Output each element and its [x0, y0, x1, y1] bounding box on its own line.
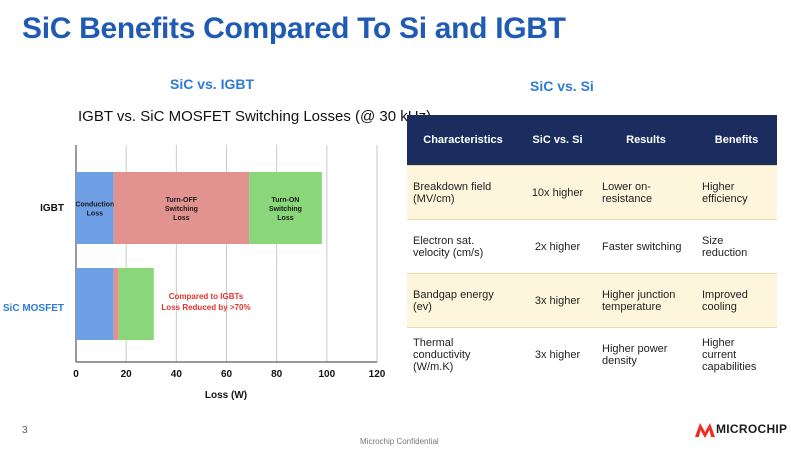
bar-segment — [76, 268, 114, 340]
bar-segment — [118, 268, 154, 340]
chart-ticks: 0 20 40 60 80 100 120 — [73, 369, 386, 380]
cell-ratio: 3x higher — [519, 327, 596, 381]
cell-benefit: Improved cooling — [696, 273, 777, 328]
x-tick-label: 100 — [318, 369, 335, 380]
bar-segment — [76, 172, 114, 244]
header-sic-vs-si: SiC vs. Si — [519, 115, 596, 166]
chart-title: IGBT vs. SiC MOSFET Switching Losses (@ … — [78, 108, 432, 125]
cell-ratio: 10x higher — [519, 165, 596, 220]
left-subtitle: SiC vs. IGBT — [170, 76, 255, 92]
cell-characteristic: Breakdown field (MV/cm) — [407, 165, 519, 220]
table-row: Breakdown field (MV/cm) 10x higher Lower… — [407, 165, 777, 220]
x-tick-label: 40 — [171, 369, 183, 380]
bar-segment — [249, 172, 322, 244]
comparison-table: Characteristics SiC vs. Si Results Benef… — [407, 115, 777, 381]
footer-text: Microchip Confidential — [360, 437, 439, 446]
cell-result: Higher power density — [596, 327, 696, 381]
cell-ratio: 3x higher — [519, 273, 596, 328]
slide-title: SiC Benefits Compared To Si and IGBT — [22, 12, 566, 45]
cell-result: Higher junction temperature — [596, 273, 696, 328]
cell-benefit: Higher current capabilities — [696, 327, 777, 381]
cell-ratio: 2x higher — [519, 219, 596, 274]
cell-result: Lower on-resistance — [596, 165, 696, 220]
segment-label: Conduction — [75, 202, 114, 209]
logo-mark-icon — [695, 423, 715, 438]
segment-label: Turn-OFF — [166, 197, 198, 204]
annotation-line-2: Loss Reduced by >70% — [161, 303, 250, 312]
x-tick-label: 60 — [221, 369, 233, 380]
table-row: Electron sat. velocity (cm/s) 2x higher … — [407, 219, 777, 274]
category-label-sic-mosfet: SiC MOSFET — [3, 303, 64, 314]
bar-segment — [113, 172, 250, 244]
loss-chart: Conduction Loss Turn-OFF Switching Loss Turn-… — [3, 145, 386, 401]
x-tick-label: 80 — [271, 369, 283, 380]
cell-result: Faster switching — [596, 219, 696, 274]
cell-benefit: Higher efficiency — [696, 165, 777, 220]
segment-label: Loss — [173, 215, 189, 222]
table-row: Thermal conductivity (W/m.K) 3x higher H… — [407, 327, 777, 381]
table-row: Bandgap energy (ev) 3x higher Higher jun… — [407, 273, 777, 328]
x-tick-label: 20 — [121, 369, 133, 380]
cell-characteristic: Bandgap energy (ev) — [407, 273, 519, 328]
annotation-line-1: Compared to IGBTs — [169, 292, 244, 301]
page-number: 3 — [22, 425, 28, 436]
bar-segment — [113, 268, 119, 340]
x-tick-label: 0 — [73, 369, 79, 380]
company-logo: MICROCHIP — [694, 420, 787, 438]
segment-label: Switching — [165, 206, 198, 213]
cell-benefit: Size reduction — [696, 219, 777, 274]
x-axis-label: Loss (W) — [205, 390, 247, 401]
segment-label: Switching — [269, 206, 302, 213]
cell-characteristic: Thermal conductivity (W/m.K) — [407, 327, 519, 381]
category-label-igbt: IGBT — [40, 203, 64, 214]
header-benefits: Benefits — [696, 115, 777, 166]
cell-characteristic: Electron sat. velocity (cm/s) — [407, 219, 519, 274]
header-characteristics: Characteristics — [407, 115, 519, 166]
segment-label: Loss — [87, 211, 103, 218]
logo-text: MICROCHIP — [716, 422, 788, 436]
header-results: Results — [596, 115, 696, 166]
right-subtitle: SiC vs. Si — [530, 78, 594, 94]
segment-label: Turn-ON — [272, 197, 300, 204]
segment-label: Loss — [277, 215, 293, 222]
chart-bars: Conduction Loss Turn-OFF Switching Loss Turn-… — [75, 172, 322, 340]
x-tick-label: 120 — [369, 369, 386, 380]
